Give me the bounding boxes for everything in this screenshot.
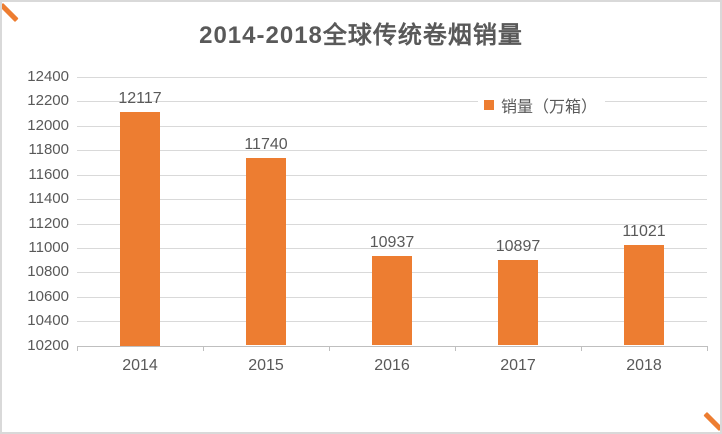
x-axis-category-label: 2016 bbox=[374, 356, 410, 374]
x-axis-line bbox=[77, 345, 707, 347]
gridline bbox=[77, 199, 707, 200]
y-axis-tick-label: 11200 bbox=[28, 214, 69, 232]
y-axis-tick-label: 12000 bbox=[27, 116, 69, 134]
y-axis-tick-label: 10800 bbox=[27, 263, 69, 281]
gridline bbox=[77, 77, 707, 78]
bar-2014 bbox=[120, 111, 160, 346]
y-axis-tick-label: 11000 bbox=[28, 238, 69, 256]
x-axis-category-label: 2014 bbox=[122, 356, 158, 374]
y-axis-tick-label: 12200 bbox=[27, 92, 69, 110]
bar-value-label: 10937 bbox=[369, 233, 415, 251]
x-axis-category-label: 2018 bbox=[626, 356, 662, 374]
y-axis-tick-label: 11800 bbox=[28, 141, 69, 159]
bar-value-label: 12117 bbox=[118, 89, 162, 107]
x-axis-tick bbox=[77, 345, 78, 351]
gridline bbox=[77, 150, 707, 152]
y-axis-tick-label: 10600 bbox=[27, 287, 69, 305]
legend-series-label: 销量（万箱） bbox=[501, 99, 598, 116]
x-axis-tick bbox=[455, 345, 456, 351]
bar-2018 bbox=[624, 245, 664, 346]
x-axis-tick bbox=[707, 345, 708, 351]
legend: 销量（万箱） bbox=[478, 91, 606, 119]
x-axis-tick bbox=[329, 345, 330, 351]
bar-value-label: 11021 bbox=[622, 223, 666, 241]
y-axis-tick-label: 11600 bbox=[28, 165, 69, 183]
chart-title: 2014-2018全球传统卷烟销量 bbox=[199, 22, 523, 49]
gridline bbox=[77, 223, 707, 225]
x-axis-tick bbox=[581, 345, 582, 351]
legend-marker-icon bbox=[484, 100, 494, 110]
gridline bbox=[77, 101, 707, 103]
y-axis-tick-label: 10200 bbox=[27, 336, 69, 354]
x-axis-category-label: 2015 bbox=[248, 356, 284, 374]
y-axis-tick-label: 12400 bbox=[27, 68, 69, 85]
x-axis-tick bbox=[203, 345, 204, 351]
gridline bbox=[77, 174, 707, 176]
bar-2015 bbox=[246, 157, 286, 346]
gridline bbox=[77, 125, 707, 127]
bar-2016 bbox=[372, 255, 412, 346]
x-axis-category-label: 2017 bbox=[500, 356, 536, 374]
y-axis-tick-label: 10400 bbox=[27, 312, 69, 330]
bar-2017 bbox=[498, 260, 538, 346]
y-axis-tick-label: 11400 bbox=[28, 190, 69, 207]
bar-value-label: 11740 bbox=[244, 135, 288, 153]
bar-value-label: 10897 bbox=[495, 238, 541, 256]
gridline bbox=[77, 247, 707, 249]
